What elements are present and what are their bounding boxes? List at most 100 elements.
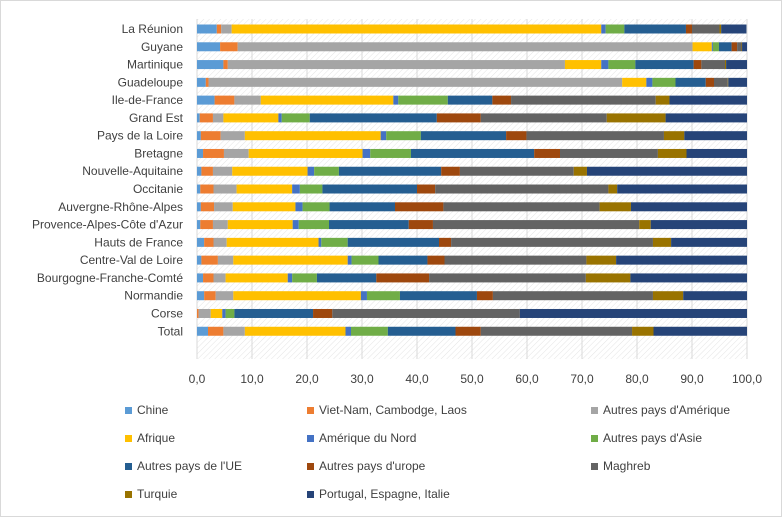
bar-segment bbox=[669, 95, 747, 105]
bar-segment bbox=[292, 184, 300, 194]
bar-segment bbox=[399, 291, 477, 301]
x-tick-label: 0,0 bbox=[189, 372, 206, 386]
bar-segment bbox=[212, 166, 233, 176]
bar-segment bbox=[198, 308, 211, 318]
category-label: La Réunion bbox=[122, 22, 183, 36]
bar-segment bbox=[232, 202, 296, 212]
bar-segment bbox=[302, 202, 330, 212]
bar-segment bbox=[741, 42, 743, 52]
bar-segment bbox=[234, 95, 261, 105]
category-label: Normandie bbox=[124, 289, 183, 303]
bar-segment bbox=[197, 326, 208, 336]
bar-segment bbox=[727, 77, 729, 87]
category-label: Total bbox=[158, 324, 183, 338]
bar-segment bbox=[443, 202, 600, 212]
category-label: Bourgogne-Franche-Comté bbox=[37, 271, 183, 285]
bar-segment bbox=[657, 148, 687, 158]
x-tick-label: 70,0 bbox=[570, 372, 594, 386]
bar-segment bbox=[601, 60, 609, 70]
category-label: Pays de la Loire bbox=[97, 129, 183, 143]
bar-segment bbox=[526, 131, 664, 141]
bar-segment bbox=[586, 166, 747, 176]
bar-segment bbox=[429, 273, 586, 283]
category-label: Occitanie bbox=[133, 182, 183, 196]
bar-segment bbox=[652, 291, 684, 301]
legend-item: Viet-Nam, Cambodge, Laos bbox=[307, 403, 467, 417]
bar-segment bbox=[197, 24, 217, 34]
bar-segment bbox=[295, 202, 303, 212]
bar-segment bbox=[200, 184, 214, 194]
bar-segment bbox=[480, 113, 607, 123]
category-label: Centre-Val de Loire bbox=[80, 253, 183, 267]
bar-segment bbox=[675, 77, 706, 87]
legend-swatch bbox=[307, 435, 314, 442]
bar-segment bbox=[208, 77, 623, 87]
bar-segment bbox=[321, 237, 348, 247]
legend-swatch bbox=[591, 407, 598, 414]
legend-label: Turquie bbox=[137, 487, 178, 501]
bar-segment bbox=[213, 237, 227, 247]
bar-segment bbox=[204, 291, 216, 301]
bar-segment bbox=[511, 95, 656, 105]
bar-segment bbox=[684, 131, 747, 141]
bar-segment bbox=[432, 220, 640, 230]
bar-segment bbox=[307, 166, 315, 176]
category-label: Grand Est bbox=[129, 111, 184, 125]
bar-segment bbox=[387, 326, 456, 336]
legend-item: Maghreb bbox=[591, 459, 651, 473]
bar-segment bbox=[665, 113, 747, 123]
x-tick-label: 100,0 bbox=[732, 372, 762, 386]
bar-segment bbox=[599, 202, 631, 212]
bar-segment bbox=[398, 95, 448, 105]
category-label: Martinique bbox=[127, 58, 183, 72]
bar-segment bbox=[233, 291, 361, 301]
bar-segment bbox=[287, 273, 293, 283]
bar-segment bbox=[298, 220, 329, 230]
bar-segment bbox=[608, 60, 636, 70]
bar-segment bbox=[360, 291, 367, 301]
bar-segment bbox=[366, 291, 400, 301]
bar-segment bbox=[617, 184, 747, 194]
bar-segment bbox=[605, 24, 625, 34]
bar-segment bbox=[197, 220, 201, 230]
bar-segment bbox=[199, 113, 213, 123]
bar-segment bbox=[435, 184, 609, 194]
x-tick-label: 80,0 bbox=[625, 372, 649, 386]
bar-segment bbox=[197, 273, 204, 283]
category-label: Ile-de-France bbox=[112, 93, 184, 107]
bar-segment bbox=[200, 131, 221, 141]
legend-item: Autres pays d'Asie bbox=[591, 431, 702, 445]
legend-swatch bbox=[125, 491, 132, 498]
x-tick-label: 50,0 bbox=[460, 372, 484, 386]
bar-segment bbox=[650, 220, 747, 230]
bar-segment bbox=[345, 326, 351, 336]
category-label: Guyane bbox=[141, 40, 183, 54]
bar-segment bbox=[663, 131, 685, 141]
bar-segment bbox=[630, 273, 747, 283]
bar-segment bbox=[410, 148, 535, 158]
bar-segment bbox=[220, 131, 245, 141]
legend-swatch bbox=[307, 463, 314, 470]
legend-label: Autres pays de l'UE bbox=[137, 459, 242, 473]
bar-segment bbox=[439, 237, 452, 247]
legend-item: Amérique du Nord bbox=[307, 431, 416, 445]
bar-segment bbox=[560, 148, 658, 158]
legend-swatch bbox=[307, 491, 314, 498]
bar-segment bbox=[278, 113, 282, 123]
bar-segment bbox=[616, 255, 747, 265]
legend-label: Autres pays d'Asie bbox=[603, 431, 702, 445]
bar-segment bbox=[217, 255, 234, 265]
bar-segment bbox=[220, 42, 238, 52]
legend-item: Portugal, Espagne, Italie bbox=[307, 487, 450, 501]
bar-segment bbox=[197, 42, 221, 52]
legend-item: Chine bbox=[125, 403, 169, 417]
x-tick-label: 10,0 bbox=[240, 372, 264, 386]
legend-swatch bbox=[125, 407, 132, 414]
legend-label: Amérique du Nord bbox=[319, 431, 416, 445]
bar-segment bbox=[329, 202, 395, 212]
bar-segment bbox=[226, 237, 319, 247]
legend-label: Portugal, Espagne, Italie bbox=[319, 487, 450, 501]
bar-segment bbox=[714, 77, 728, 87]
legend-item: Autres pays de l'UE bbox=[125, 459, 242, 473]
bar-segment bbox=[223, 326, 245, 336]
